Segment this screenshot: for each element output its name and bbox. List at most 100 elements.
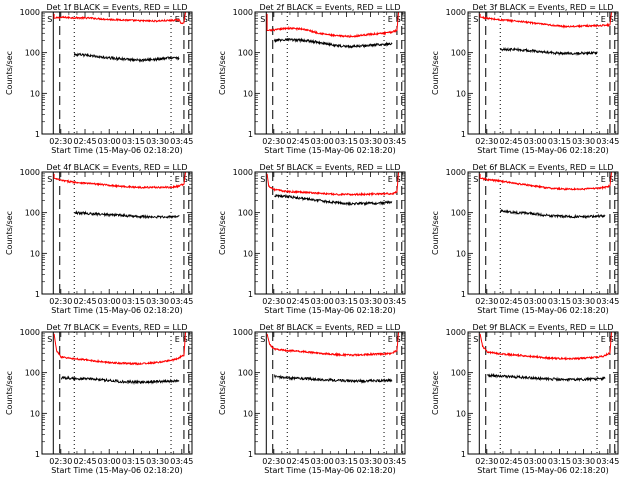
y-tick-label: 10 bbox=[456, 89, 466, 98]
events-series-line bbox=[486, 372, 606, 383]
events-series-line bbox=[273, 37, 393, 49]
x-tick-label: 02:30 bbox=[262, 297, 285, 306]
plot-frame bbox=[254, 171, 406, 295]
panel-title: Det 4f BLACK = Events, RED = LLD bbox=[46, 163, 187, 172]
panel-title: Det 3f BLACK = Events, RED = LLD bbox=[472, 3, 613, 12]
lld-series-line bbox=[53, 171, 187, 190]
panel-det-1f: Det 1f BLACK = Events, RED = LLD Counts/s… bbox=[5, 3, 193, 155]
plot-frame bbox=[41, 171, 193, 295]
x-axis-label: Start Time (15-May-06 02:18:20) bbox=[264, 306, 395, 315]
x-tick-label: 03:00 bbox=[524, 457, 547, 466]
events-series-line bbox=[499, 46, 598, 57]
x-tick-label: 03:45 bbox=[170, 457, 193, 466]
marker-label-s-right: S bbox=[183, 15, 188, 24]
x-tick-label: 02:45 bbox=[499, 457, 522, 466]
x-axis-label: Start Time (15-May-06 02:18:20) bbox=[264, 466, 395, 475]
x-tick-label: 03:30 bbox=[572, 297, 595, 306]
y-tick-label: 1000 bbox=[20, 8, 40, 17]
y-tick-label: 1 bbox=[461, 450, 466, 459]
marker-label-s-right: S bbox=[183, 175, 188, 184]
y-tick-label: 1000 bbox=[446, 328, 466, 337]
x-tick-label: 03:00 bbox=[98, 297, 121, 306]
panel-det-2f: Det 2f BLACK = Events, RED = LLD Counts/s… bbox=[218, 3, 406, 155]
x-tick-label: 03:30 bbox=[572, 137, 595, 146]
x-tick-label: 03:15 bbox=[548, 297, 571, 306]
x-tick-label: 03:15 bbox=[122, 457, 145, 466]
x-tick-label: 03:00 bbox=[98, 137, 121, 146]
y-tick-label: 1000 bbox=[233, 168, 253, 177]
x-tick-label: 02:30 bbox=[475, 457, 498, 466]
x-tick-label: 03:30 bbox=[146, 457, 169, 466]
lld-series-line bbox=[479, 331, 613, 361]
lld-series-line bbox=[479, 171, 613, 191]
x-axis-label: Start Time (15-May-06 02:18:20) bbox=[51, 306, 182, 315]
plot-frame bbox=[467, 11, 619, 135]
x-tick-label: 03:30 bbox=[146, 297, 169, 306]
panel-det-3f: Det 3f BLACK = Events, RED = LLD Counts/s… bbox=[431, 3, 619, 155]
x-tick-label: 02:30 bbox=[475, 137, 498, 146]
events-series-line bbox=[73, 52, 180, 63]
y-tick-label: 1 bbox=[461, 130, 466, 139]
x-tick-label: 03:00 bbox=[524, 297, 547, 306]
y-tick-label: 10 bbox=[30, 89, 40, 98]
x-axis-label: Start Time (15-May-06 02:18:20) bbox=[51, 466, 182, 475]
marker-label-e: E bbox=[601, 175, 606, 184]
y-tick-label: 100 bbox=[25, 369, 40, 378]
x-axis-label: Start Time (15-May-06 02:18:20) bbox=[477, 466, 608, 475]
panel-title: Det 7f BLACK = Events, RED = LLD bbox=[46, 323, 187, 332]
y-tick-label: 100 bbox=[451, 369, 466, 378]
y-tick-label: 100 bbox=[238, 369, 253, 378]
panel-det-4f: Det 4f BLACK = Events, RED = LLD Counts/s… bbox=[5, 163, 193, 315]
lld-series-line bbox=[266, 331, 400, 358]
y-tick-label: 100 bbox=[238, 49, 253, 58]
y-tick-label: 1 bbox=[248, 290, 253, 299]
marker-label-e: E bbox=[388, 175, 393, 184]
x-tick-label: 02:45 bbox=[286, 457, 309, 466]
marker-label-s-left: S bbox=[260, 335, 265, 344]
y-axis-label: Counts/sec bbox=[5, 211, 14, 255]
y-tick-label: 1000 bbox=[20, 168, 40, 177]
x-axis-label: Start Time (15-May-06 02:18:20) bbox=[264, 146, 395, 155]
x-tick-label: 03:15 bbox=[335, 137, 358, 146]
x-tick-label: 03:30 bbox=[359, 297, 382, 306]
marker-label-e: E bbox=[601, 335, 606, 344]
y-tick-label: 1000 bbox=[446, 8, 466, 17]
x-axis-label: Start Time (15-May-06 02:18:20) bbox=[51, 146, 182, 155]
x-tick-label: 02:45 bbox=[286, 297, 309, 306]
marker-label-s-left: S bbox=[473, 175, 478, 184]
y-tick-label: 1 bbox=[248, 130, 253, 139]
x-tick-label: 02:30 bbox=[49, 137, 72, 146]
y-axis-label: Counts/sec bbox=[431, 371, 440, 415]
x-tick-label: 03:45 bbox=[383, 137, 406, 146]
y-tick-label: 10 bbox=[30, 409, 40, 418]
events-series-line bbox=[273, 373, 393, 384]
marker-label-e: E bbox=[175, 335, 180, 344]
y-axis-label: Counts/sec bbox=[218, 51, 227, 95]
events-series-line bbox=[274, 193, 393, 207]
y-tick-label: 1 bbox=[248, 450, 253, 459]
y-tick-label: 10 bbox=[456, 249, 466, 258]
x-tick-label: 03:15 bbox=[335, 457, 358, 466]
plot-frame bbox=[254, 11, 406, 135]
panel-det-7f: Det 7f BLACK = Events, RED = LLD Counts/s… bbox=[5, 323, 193, 475]
panel-det-5f: Det 5f BLACK = Events, RED = LLD Counts/s… bbox=[218, 163, 406, 315]
x-tick-label: 03:15 bbox=[548, 457, 571, 466]
y-tick-label: 1000 bbox=[446, 168, 466, 177]
x-tick-label: 02:30 bbox=[262, 137, 285, 146]
marker-label-s-left: S bbox=[47, 335, 52, 344]
lld-series-line bbox=[53, 11, 187, 25]
plot-frame bbox=[467, 331, 619, 455]
y-tick-label: 100 bbox=[25, 209, 40, 218]
panel-title: Det 6f BLACK = Events, RED = LLD bbox=[472, 163, 613, 172]
y-tick-label: 10 bbox=[456, 409, 466, 418]
y-tick-label: 100 bbox=[238, 209, 253, 218]
y-tick-label: 100 bbox=[451, 209, 466, 218]
x-tick-label: 03:30 bbox=[146, 137, 169, 146]
y-tick-label: 10 bbox=[30, 249, 40, 258]
panel-title: Det 8f BLACK = Events, RED = LLD bbox=[259, 323, 400, 332]
x-tick-label: 02:45 bbox=[73, 137, 96, 146]
x-tick-label: 03:00 bbox=[524, 137, 547, 146]
y-tick-label: 1000 bbox=[233, 8, 253, 17]
x-tick-label: 02:30 bbox=[475, 297, 498, 306]
x-tick-label: 03:15 bbox=[548, 137, 571, 146]
